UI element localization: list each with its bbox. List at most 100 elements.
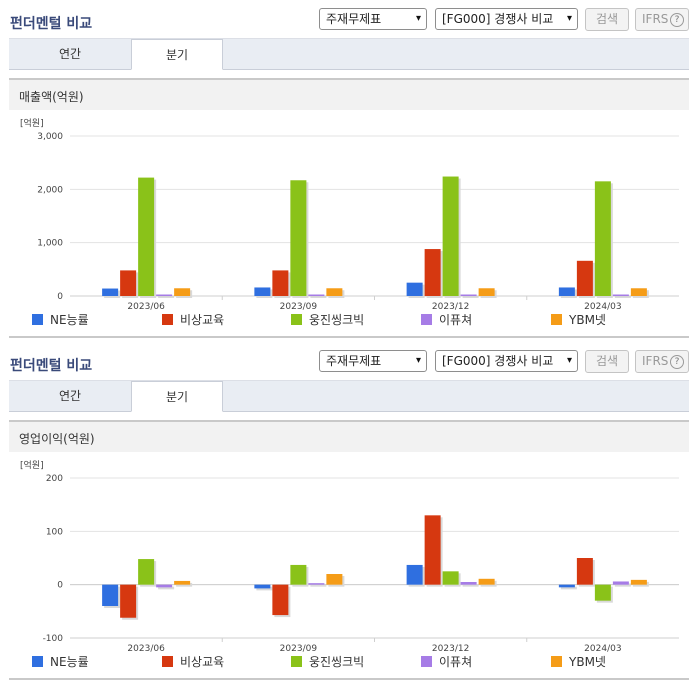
bar-woongjin[interactable] xyxy=(138,177,155,296)
bar-ne[interactable] xyxy=(558,287,575,296)
bar-visang[interactable] xyxy=(576,260,593,296)
bar-visang[interactable] xyxy=(576,558,593,585)
bar-efuture[interactable] xyxy=(156,294,173,297)
bar-ne[interactable] xyxy=(558,584,575,588)
legend-item-ne[interactable]: NE능률 xyxy=(32,312,89,328)
chart-legend: NE능률 비상교육 웅진씽크빅 이퓨쳐 YBM넷 xyxy=(0,312,696,330)
bar-woongjin[interactable] xyxy=(442,571,459,585)
bar-ne[interactable] xyxy=(406,282,423,296)
bar-ybm[interactable] xyxy=(478,578,495,585)
ifrs-button[interactable]: IFRS ? xyxy=(635,8,689,31)
x-tick-label: 2023/06 xyxy=(127,644,165,654)
bar-woongjin[interactable] xyxy=(594,584,611,601)
bar-visang[interactable] xyxy=(120,584,137,618)
panel-header: 펀더멘털 비교 주재무제표 ▾ [FG000] 경쟁사 비교 ▾ 검색 IFRS… xyxy=(0,342,696,380)
operating-profit-panel: 펀더멘털 비교 주재무제표 ▾ [FG000] 경쟁사 비교 ▾ 검색 IFRS… xyxy=(0,342,696,684)
bar-ybm[interactable] xyxy=(326,574,343,585)
section-header: 매출액(억원) xyxy=(9,78,689,110)
section-title: 영업이익(억원) xyxy=(19,432,95,446)
x-tick-label: 2023/09 xyxy=(280,302,318,312)
bar-ybm[interactable] xyxy=(630,288,647,296)
bar-ybm[interactable] xyxy=(326,288,343,296)
bar-woongjin[interactable] xyxy=(290,564,307,585)
legend-item-ybm[interactable]: YBM넷 xyxy=(551,312,606,328)
bar-ne[interactable] xyxy=(102,584,119,606)
bar-efuture[interactable] xyxy=(460,294,477,297)
panel-header: 펀더멘털 비교 주재무제표 ▾ [FG000] 경쟁사 비교 ▾ 검색 IFRS… xyxy=(0,0,696,38)
bar-efuture[interactable] xyxy=(156,584,173,588)
bar-ybm[interactable] xyxy=(174,288,191,296)
legend-swatch xyxy=(162,656,173,667)
bar-efuture[interactable] xyxy=(308,294,325,297)
bar-woongjin[interactable] xyxy=(442,176,459,296)
legend-item-visang[interactable]: 비상교육 xyxy=(162,312,224,328)
y-tick-label: 1,000 xyxy=(37,239,63,249)
bar-visang[interactable] xyxy=(424,249,441,296)
legend-swatch xyxy=(551,656,562,667)
legend-item-efuture[interactable]: 이퓨쳐 xyxy=(421,312,472,328)
bar-woongjin[interactable] xyxy=(290,180,307,296)
legend-label: 비상교육 xyxy=(180,313,225,327)
bar-efuture[interactable] xyxy=(460,582,477,585)
legend-item-ybm[interactable]: YBM넷 xyxy=(551,654,606,670)
legend-item-efuture[interactable]: 이퓨쳐 xyxy=(421,654,472,670)
statement-select[interactable]: 주재무제표 ▾ xyxy=(319,350,427,372)
bar-visang[interactable] xyxy=(424,515,441,585)
legend-label: 비상교육 xyxy=(180,655,225,669)
bar-ybm[interactable] xyxy=(174,580,191,585)
statement-select-value: 주재무제표 xyxy=(326,12,382,26)
bar-shadow xyxy=(158,586,175,590)
compare-select[interactable]: [FG000] 경쟁사 비교 ▾ xyxy=(435,8,578,30)
bar-efuture[interactable] xyxy=(308,583,325,585)
x-tick-label: 2023/12 xyxy=(432,644,469,654)
statement-select[interactable]: 주재무제표 ▾ xyxy=(319,8,427,30)
bar-ne[interactable] xyxy=(254,584,271,589)
operating-profit-bar-chart: [억원] -100 0 100 200 2023/06 2023/09 2023/12 2024… xyxy=(20,459,679,654)
panel-title: 펀더멘털 비교 xyxy=(10,16,93,32)
legend-label: 이퓨쳐 xyxy=(439,313,473,327)
legend-item-ne[interactable]: NE능률 xyxy=(32,654,89,670)
sales-comparison-panel: 펀더멘털 비교 주재무제표 ▾ [FG000] 경쟁사 비교 ▾ 검색 IFRS… xyxy=(0,0,696,338)
bar-shadow xyxy=(176,582,193,587)
bar-ne[interactable] xyxy=(254,287,271,296)
legend-item-woongjin[interactable]: 웅진씽크빅 xyxy=(291,312,364,328)
period-tabs: 연간 분기 xyxy=(9,380,689,412)
legend-item-woongjin[interactable]: 웅진씽크빅 xyxy=(291,654,364,670)
tab-quarterly[interactable]: 분기 xyxy=(131,39,223,70)
bar-efuture[interactable] xyxy=(612,581,629,585)
bar-shadow xyxy=(614,583,631,587)
legend-label: 웅진씽크빅 xyxy=(309,655,365,669)
compare-select[interactable]: [FG000] 경쟁사 비교 ▾ xyxy=(435,350,578,372)
bar-ne[interactable] xyxy=(102,288,119,296)
bar-ybm[interactable] xyxy=(630,579,647,585)
bar-visang[interactable] xyxy=(120,270,137,296)
bar-woongjin[interactable] xyxy=(594,181,611,296)
x-tick-label: 2023/06 xyxy=(127,302,165,312)
chevron-down-icon: ▾ xyxy=(415,355,421,366)
tab-annual[interactable]: 연간 xyxy=(58,47,82,61)
legend-swatch xyxy=(551,314,562,325)
bar-woongjin[interactable] xyxy=(138,559,155,585)
x-tick-label: 2024/03 xyxy=(584,302,621,312)
help-icon: ? xyxy=(670,355,684,369)
tab-annual[interactable]: 연간 xyxy=(58,389,82,403)
legend-label: YBM넷 xyxy=(569,655,606,669)
legend-item-visang[interactable]: 비상교육 xyxy=(162,654,224,670)
bar-visang[interactable] xyxy=(272,270,289,296)
bar-ne[interactable] xyxy=(406,564,423,585)
bar-efuture[interactable] xyxy=(612,294,629,297)
y-tick-label: 3,000 xyxy=(37,132,63,142)
legend-label: YBM넷 xyxy=(569,313,606,327)
y-tick-label: 0 xyxy=(57,581,63,591)
search-button[interactable]: 검색 xyxy=(585,8,629,31)
bar-visang[interactable] xyxy=(272,584,289,616)
compare-select-value: [FG000] 경쟁사 비교 xyxy=(442,354,554,368)
legend-label: NE능률 xyxy=(50,655,89,669)
bar-ybm[interactable] xyxy=(478,288,495,296)
ifrs-button[interactable]: IFRS ? xyxy=(635,350,689,373)
tab-quarterly[interactable]: 분기 xyxy=(131,381,223,412)
search-button[interactable]: 검색 xyxy=(585,350,629,373)
bar-shadow xyxy=(256,586,273,591)
y-unit-label: [억원] xyxy=(20,117,44,129)
y-tick-label: 0 xyxy=(57,292,63,302)
